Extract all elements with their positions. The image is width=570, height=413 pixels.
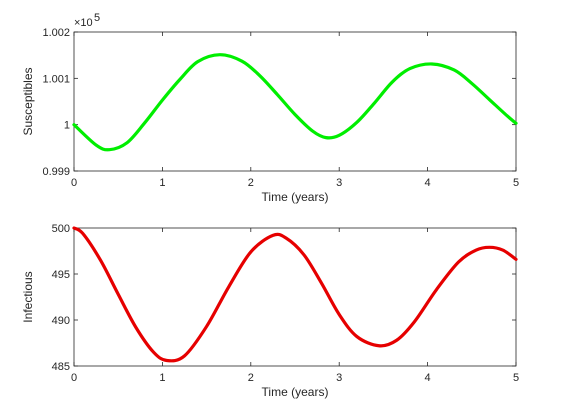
y-tick-label: 490 bbox=[52, 315, 70, 327]
y-tick-label: 0.999 bbox=[42, 166, 70, 178]
x-tick-label: 2 bbox=[248, 372, 254, 384]
x-tick-label: 5 bbox=[513, 372, 519, 384]
x-tick-label: 0 bbox=[71, 177, 77, 189]
x-tick-label: 4 bbox=[425, 177, 431, 189]
x-tick-label: 2 bbox=[248, 177, 254, 189]
x-tick-label: 1 bbox=[159, 372, 165, 384]
x-tick-label: 0 bbox=[71, 372, 77, 384]
x-tick-label: 3 bbox=[336, 177, 342, 189]
y-axis-label: Infectious bbox=[21, 271, 35, 322]
plot-area-1 bbox=[73, 31, 517, 172]
axis-multiplier: ×10 bbox=[74, 17, 93, 29]
axis-multiplier-exponent: 5 bbox=[94, 12, 100, 24]
y-tick-label: 485 bbox=[52, 361, 70, 373]
y-tick-label: 495 bbox=[52, 269, 70, 281]
y-tick-label: 1.002 bbox=[42, 27, 70, 39]
series-line-1 bbox=[72, 53, 518, 152]
x-tick-label: 4 bbox=[425, 372, 431, 384]
x-axis-label: Time (years) bbox=[262, 385, 329, 399]
x-axis-label: Time (years) bbox=[262, 190, 329, 204]
y-tick-label: 1 bbox=[64, 120, 70, 132]
plot-area-2 bbox=[73, 227, 517, 367]
y-tick-label: 1.001 bbox=[42, 73, 70, 85]
x-tick-label: 1 bbox=[159, 177, 165, 189]
y-axis-label: Susceptibles bbox=[21, 67, 35, 135]
y-tick-label: 500 bbox=[52, 223, 70, 235]
x-tick-label: 5 bbox=[513, 177, 519, 189]
series-line-2 bbox=[72, 226, 518, 363]
x-tick-label: 3 bbox=[336, 372, 342, 384]
